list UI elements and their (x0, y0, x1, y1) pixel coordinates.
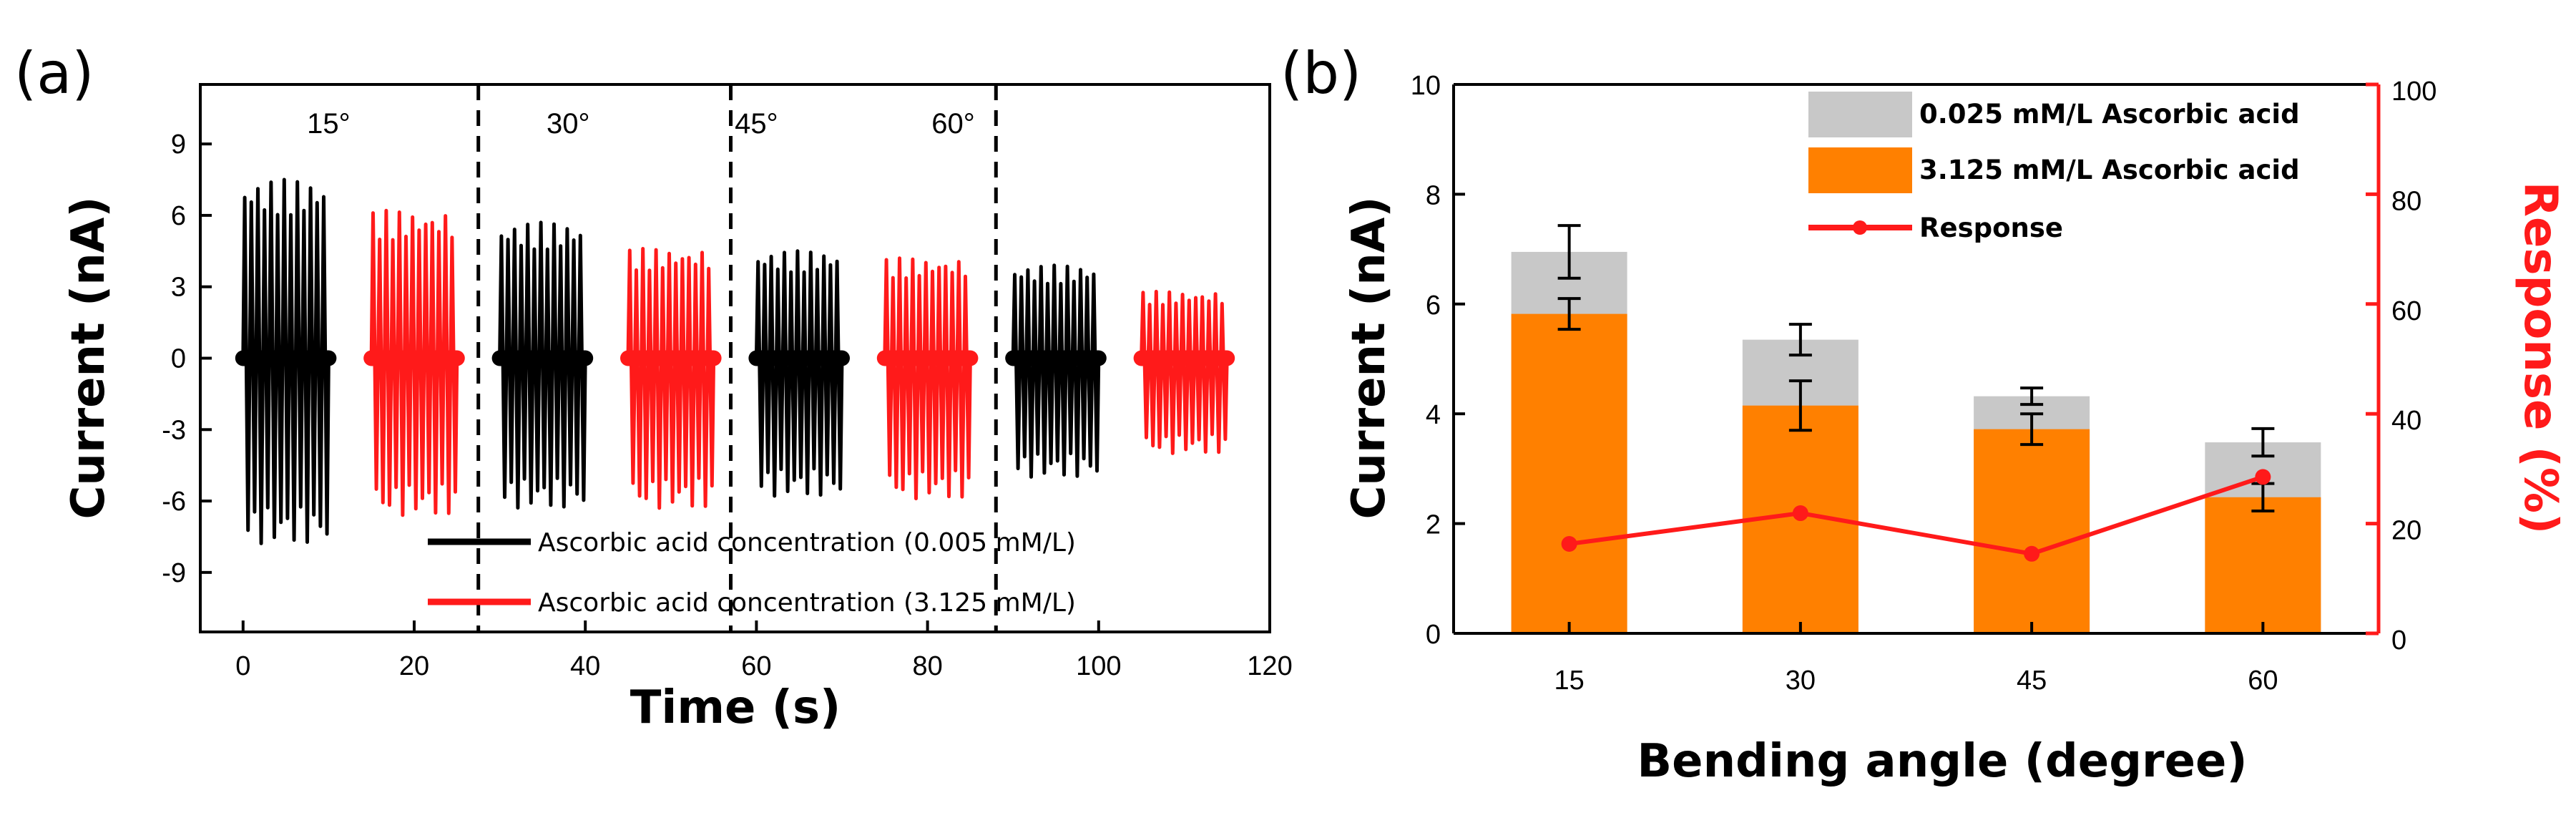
y-tick-label: -6 (162, 487, 186, 517)
x-tick-label: 80 (912, 651, 942, 681)
right-y-tick-label: 40 (2391, 406, 2421, 436)
panel-a-segment-labels: 15° 30° 45° 60° (307, 108, 975, 140)
current-burst-series-1-4 (1011, 263, 1101, 479)
panel-a-plot-area (235, 84, 1235, 632)
y-tick-label: 6 (1426, 291, 1441, 321)
x-tick-label: 40 (570, 651, 600, 681)
right-y-tick-label: 60 (2391, 296, 2421, 326)
y-tick-label: 4 (1426, 400, 1441, 430)
panel-b-frame (1452, 83, 2381, 635)
segment-label-3: 45° (735, 108, 778, 140)
panel-b-y-axis-title: Current (nA) (1343, 196, 1396, 519)
legend-marker-response (1853, 220, 1867, 235)
panel-b-x-axis-title: Bending angle (degree) (1637, 735, 2247, 788)
legend-label-low-ascorbic: 0.025 mM/L Ascorbic acid (1919, 99, 2300, 130)
y-tick-label: -3 (162, 415, 186, 445)
response-point-30 (1792, 505, 1808, 522)
y-tick-label: 8 (1426, 180, 1441, 210)
y-tick-label: 6 (171, 201, 186, 231)
legend-label-low-concentration: Ascorbic acid concentration (0.005 mM/L) (538, 528, 1076, 558)
bar-high-ascorbic-60 (2205, 497, 2321, 633)
panel-b-label: (b) (1280, 40, 1361, 107)
legend-label-high-concentration: Ascorbic acid concentration (3.125 mM/L) (538, 588, 1076, 618)
response-point-15 (1561, 535, 1577, 552)
response-point-45 (2024, 545, 2040, 562)
response-line-path (1569, 474, 2264, 556)
x-tick-label: 45 (2017, 666, 2047, 696)
y-tick-label: 3 (171, 273, 186, 303)
segment-label-1: 15° (307, 108, 351, 140)
current-burst-series-1-3 (754, 249, 844, 498)
right-y-tick-label: 20 (2391, 516, 2421, 546)
x-tick-label: 60 (741, 651, 771, 681)
current-burst-series-2-3 (883, 256, 972, 501)
panel-a-line-chart: (a) 0 20 40 60 80 100 120 -9 -6 -3 0 3 6 9 15° 30° 45° 6… (14, 40, 1293, 734)
segment-label-4: 60° (931, 108, 975, 140)
y-tick-label: -9 (162, 558, 186, 588)
current-burst-series-2-2 (626, 247, 716, 510)
y-tick-label: 0 (1426, 620, 1441, 650)
legend-label-response: Response (1919, 213, 2063, 243)
x-tick-label: 0 (235, 651, 250, 681)
panel-a-x-axis-title: Time (s) (630, 681, 841, 734)
legend-swatch-low-ascorbic (1808, 92, 1912, 137)
response-point-60 (2255, 469, 2271, 485)
panel-b-bars (1511, 224, 2321, 633)
x-tick-label: 15 (1554, 666, 1584, 696)
panel-a-ticks: 0 20 40 60 80 100 120 -9 -6 -3 0 3 6 9 (162, 130, 1293, 681)
panel-b-right-axis-title: Response (%) (2514, 182, 2567, 535)
x-tick-label: 20 (399, 651, 429, 681)
panel-b-legend: 0.025 mM/L Ascorbic acid 3.125 mM/L Asco… (1808, 92, 2300, 243)
x-tick-label: 60 (2248, 666, 2278, 696)
current-burst-series-2-4 (1140, 289, 1229, 455)
x-tick-label: 120 (1247, 651, 1292, 681)
panel-b-response-line (1561, 469, 2271, 562)
right-y-tick-label: 80 (2391, 186, 2421, 216)
y-tick-label: 0 (171, 344, 186, 374)
y-tick-label: 10 (1411, 71, 1441, 101)
x-tick-label: 30 (1786, 666, 1816, 696)
right-y-tick-label: 100 (2391, 77, 2437, 107)
panel-a-label: (a) (14, 40, 94, 107)
y-tick-label: 2 (1426, 510, 1441, 540)
legend-swatch-high-ascorbic (1808, 147, 1912, 193)
segment-label-2: 30° (547, 108, 590, 140)
right-y-tick-label: 0 (2391, 625, 2406, 656)
x-tick-label: 100 (1076, 651, 1121, 681)
panel-a-y-axis-title: Current (nA) (62, 196, 115, 519)
y-tick-label: 9 (171, 130, 186, 160)
legend-label-high-ascorbic: 3.125 mM/L Ascorbic acid (1919, 155, 2300, 185)
bar-high-ascorbic-15 (1511, 313, 1627, 633)
panel-a-legend: Ascorbic acid concentration (0.005 mM/L)… (428, 528, 1076, 618)
bar-high-ascorbic-45 (1974, 429, 2090, 633)
